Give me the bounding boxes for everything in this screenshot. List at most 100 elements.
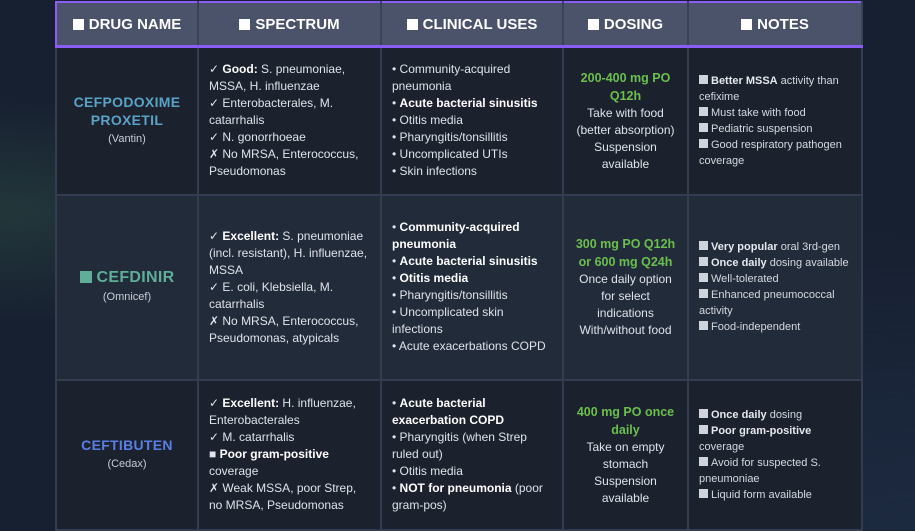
square-bullet-icon — [699, 122, 708, 132]
list-item: ✓ M. catarrhalis — [209, 429, 370, 446]
item-text: Pharyngitis/tonsillitis — [399, 130, 508, 145]
item-text: Avoid for suspected S. pneumoniae — [699, 456, 821, 485]
list-item: • Uncomplicated skin infections — [392, 304, 552, 338]
bullet-symbol: ✓ — [209, 130, 223, 145]
note-item: Very popular oral 3rd-gen — [699, 239, 851, 255]
list-item: • Pharyngitis/tonsillitis — [392, 129, 552, 146]
dose-amount: 400 mg PO once daily — [576, 404, 675, 437]
dose-note: Suspension available — [594, 473, 657, 505]
bullet-symbol: • — [392, 220, 400, 234]
item-text: Well-tolerated — [711, 273, 779, 285]
bullet-symbol: • — [392, 96, 400, 111]
note-item: Liquid form available — [699, 487, 851, 503]
note-item: Avoid for suspected S. pneumoniae — [699, 455, 851, 487]
header-label: NOTES — [757, 15, 809, 33]
square-icon — [239, 18, 251, 30]
bullet-symbol: ■ — [209, 447, 220, 461]
bold-text: Better MSSA — [711, 74, 778, 87]
list-item: • Otitis media — [392, 112, 552, 129]
item-text: Enterobacterales, M. catarrhalis — [209, 96, 334, 128]
item-text: No MRSA, Enterococcus, Pseudomonas, atyp… — [209, 313, 359, 345]
item-text: Uncomplicated UTIs — [399, 147, 508, 162]
list-item: • Acute bacterial exacerbation COPD — [392, 395, 552, 429]
dose-note: Once daily option for select indications — [579, 272, 672, 320]
item-text: coverage — [209, 464, 259, 478]
bullet-symbol: • — [392, 339, 399, 353]
dose-amount: 300 mg PO Q12h or 600 mg Q24h — [575, 237, 676, 269]
table-row: CEFDINIR (Omnicef) ✓ Excellent: S. pneumon… — [55, 193, 863, 381]
dose-amount: 200-400 mg PO Q12h — [580, 70, 671, 103]
note-item: Food-independent — [699, 319, 851, 335]
square-icon — [72, 18, 84, 30]
table-row: CEFTIBUTEN (Cedax) ✓ Excellent: H. influen… — [55, 378, 863, 531]
bold-text: Excellent: — [222, 396, 280, 410]
drug-name-text: CEFTIBUTEN — [81, 437, 173, 453]
note-item: Once daily dosing — [699, 407, 851, 423]
item-text: activity than cefixime — [699, 74, 839, 103]
dose-note: Suspension available — [594, 139, 657, 171]
bold-text: Acute bacterial sinusitis — [399, 254, 538, 268]
note-item: Well-tolerated — [699, 271, 851, 287]
square-bullet-icon — [699, 74, 708, 84]
drug-comparison-table: DRUG NAME SPECTRUM CLINICAL USES DOSING NOTE… — [55, 1, 863, 531]
list-item: • Uncomplicated UTIs — [392, 146, 552, 163]
item-text: S. pneumoniae, MSSA, H. influenzae — [209, 62, 346, 94]
header-label: DRUG NAME — [88, 15, 182, 33]
bullet-symbol: • — [392, 254, 400, 268]
bullet-symbol: • — [392, 288, 400, 302]
bullet-symbol: ✓ — [209, 279, 223, 294]
list-item: • Otitis media — [392, 270, 552, 287]
list-item: • NOT for pneumonia (poor gram-pos) — [392, 480, 552, 514]
drug-name-cell: CEFTIBUTEN (Cedax) — [55, 378, 199, 531]
spectrum-cell: ✓ Good: S. pneumoniae, MSSA, H. influenz… — [197, 45, 382, 196]
item-text: Community-acquired pneumonia — [392, 62, 511, 94]
item-text: oral 3rd-gen — [777, 241, 841, 253]
bullet-symbol: • — [392, 430, 400, 444]
bullet-symbol: • — [392, 130, 400, 145]
list-item: ✓ Good: S. pneumoniae, MSSA, H. influenz… — [209, 61, 370, 95]
square-bullet-icon — [699, 289, 708, 298]
list-item: ✗ No MRSA, Enterococcus, Pseudomonas — [209, 146, 370, 180]
drug-name: CEFDINIR — [67, 269, 187, 287]
header-label: DOSING — [603, 15, 664, 33]
note-item: Once daily dosing available — [699, 255, 851, 271]
brand-name: (Cedax) — [107, 458, 147, 470]
note-item: Better MSSA activity than cefixime — [699, 73, 851, 105]
square-bullet-icon — [699, 241, 708, 250]
item-text: Weak MSSA, poor Strep, no MRSA, Pseudomo… — [209, 481, 357, 512]
clinical-uses-cell: • Community-acquired pneumonia • Acute ba… — [380, 45, 564, 196]
list-item: • Acute bacterial sinusitis — [392, 253, 552, 270]
item-text: Must take with food — [711, 106, 806, 119]
bullet-symbol: ✓ — [209, 96, 223, 111]
item-text: Enhanced pneumococcal activity — [699, 289, 835, 317]
bold-text: Once daily — [711, 257, 767, 269]
item-text: Good respiratory pathogen coverage — [699, 138, 842, 167]
item-text: Otitis media — [399, 113, 463, 128]
bold-text: Very popular — [711, 241, 778, 253]
item-text: Pediatric suspension — [711, 122, 813, 135]
bold-text: Poor gram-positive — [219, 447, 329, 461]
header-label: CLINICAL USES — [422, 15, 538, 33]
list-item: • Community-acquired pneumonia — [392, 219, 552, 253]
square-bullet-icon — [699, 106, 708, 116]
list-item: ■ Poor gram-positive coverage — [209, 446, 370, 480]
list-item: • Skin infections — [392, 163, 552, 180]
list-item: ✓ N. gonorrhoeae — [209, 129, 370, 146]
item-text: H. influenzae, Enterobacterales — [209, 396, 356, 427]
bold-text: Otitis media — [399, 271, 469, 285]
spectrum-cell: ✓ Excellent: H. influenzae, Enterobacter… — [197, 378, 382, 531]
list-item: ✗ Weak MSSA, poor Strep, no MRSA, Pseudo… — [209, 480, 370, 514]
list-item: • Acute bacterial sinusitis — [392, 95, 552, 112]
notes-cell: Very popular oral 3rd-gen Once daily dosi… — [687, 193, 863, 381]
square-icon — [79, 270, 92, 283]
drug-name: CEFTIBUTEN — [67, 436, 187, 454]
list-item: • Otitis media — [392, 463, 552, 480]
bold-text: NOT for pneumonia — [399, 481, 512, 495]
dose-note: (better absorption) — [576, 122, 675, 137]
dosing-cell: 300 mg PO Q12h or 600 mg Q24h Once daily … — [562, 193, 689, 381]
bold-text: Acute bacterial exacerbation COPD — [392, 396, 505, 427]
bullet-symbol: • — [392, 147, 400, 162]
column-header-notes: NOTES — [688, 2, 863, 48]
list-item: ✓ Excellent: S. pneumoniae (incl. resist… — [209, 228, 370, 279]
square-bullet-icon — [699, 321, 708, 330]
